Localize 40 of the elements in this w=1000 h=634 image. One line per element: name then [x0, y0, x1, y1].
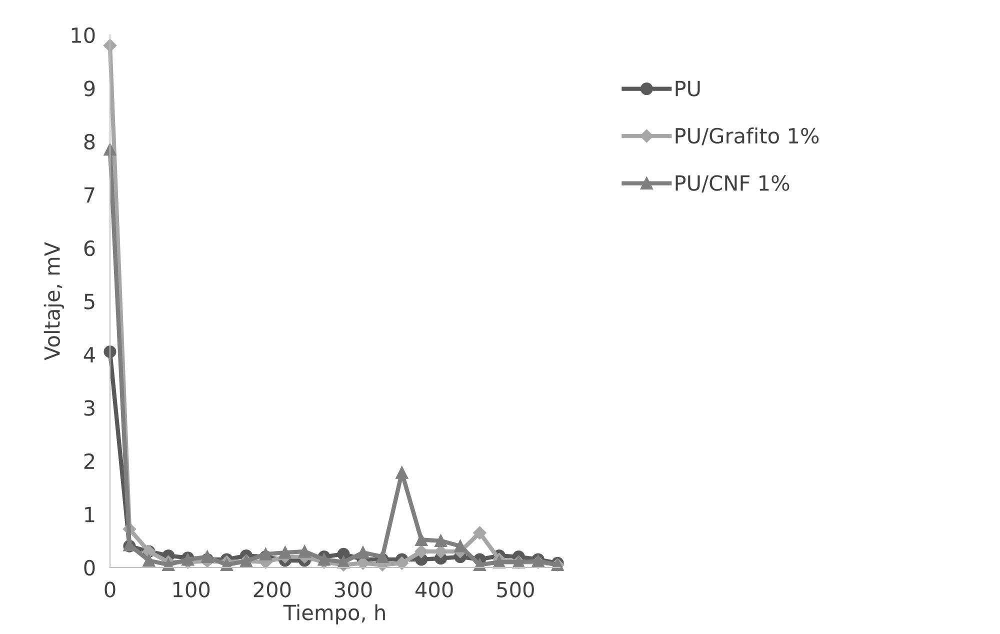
point [201, 550, 214, 564]
point [415, 533, 428, 546]
x-axis-title: Tiempo, h [283, 604, 385, 624]
y-axis-title: Voltaje, mV [44, 242, 64, 360]
point [259, 548, 272, 560]
point [298, 545, 311, 558]
point [142, 554, 156, 567]
y-tick-label: 6 [84, 240, 95, 256]
legend-label: PU/CNF 1% [676, 175, 790, 193]
y-tick-label: 5 [84, 294, 94, 310]
point [162, 558, 175, 572]
point [473, 558, 486, 572]
x-tick-label: 300 [334, 582, 372, 598]
point [396, 466, 408, 479]
point [414, 544, 428, 558]
y-tick-label: 3 [84, 400, 94, 416]
legend-label: PU/Grafito 1% [676, 127, 819, 146]
y-tick-label: 10 [72, 27, 95, 44]
y-tick-label: 8 [84, 134, 95, 150]
point [356, 546, 370, 559]
x-tick-label: 100 [173, 582, 210, 598]
x-tick-label: 500 [497, 582, 534, 598]
x-tick-label: 200 [254, 582, 291, 598]
legend-label: PU [676, 80, 700, 96]
point [473, 526, 486, 540]
y-tick-label: 9 [84, 80, 95, 96]
point [434, 534, 448, 548]
x-tick-label: 0 [104, 582, 116, 598]
point [278, 546, 292, 559]
y-tick-label: 0 [84, 560, 95, 576]
point [220, 558, 234, 572]
y-tick-label: 2 [84, 453, 94, 469]
x-tick-label: 400 [415, 582, 453, 598]
point [492, 556, 506, 568]
point [395, 556, 408, 570]
point [356, 556, 370, 570]
y-tick-label: 1 [85, 506, 94, 522]
y-tick-label: 4 [84, 347, 95, 362]
point [376, 550, 389, 564]
y-tick-label: 7 [84, 187, 94, 203]
